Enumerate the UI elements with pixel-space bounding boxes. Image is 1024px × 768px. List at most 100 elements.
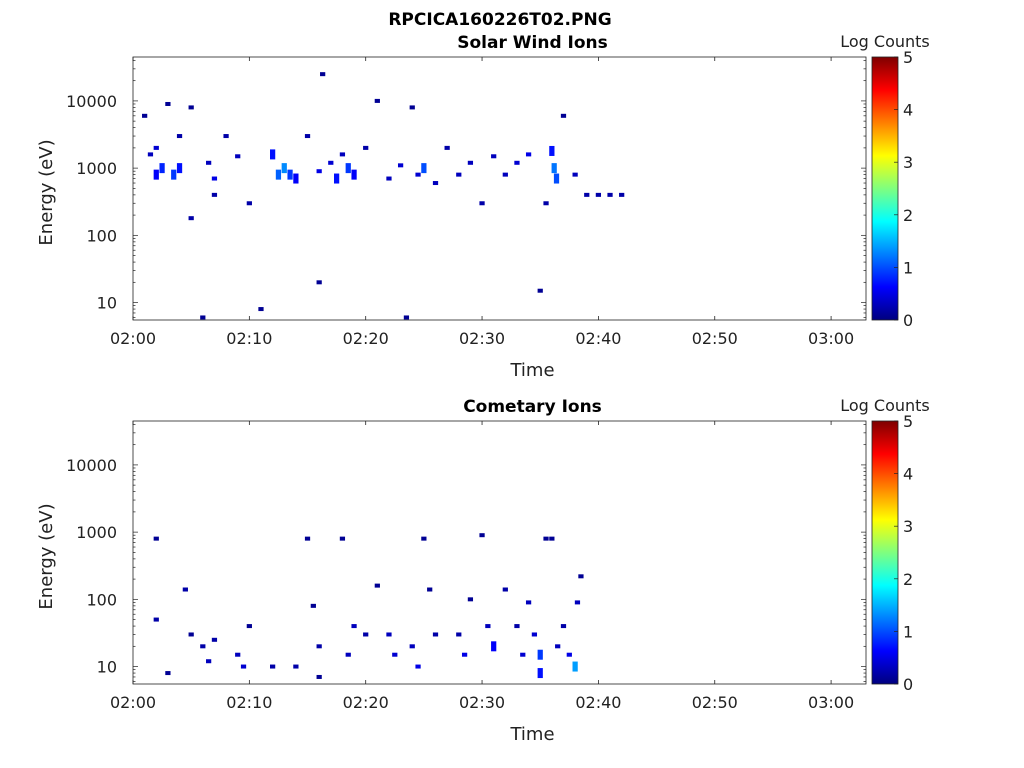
spectrogram-cell	[240, 664, 247, 669]
colorbar	[871, 420, 899, 685]
panel-title: Cometary Ions	[463, 397, 602, 417]
spectrogram-cell	[409, 644, 415, 649]
spectrogram-cell	[549, 145, 555, 156]
spectrogram-cell	[520, 652, 526, 657]
spectrogram-cell	[345, 163, 351, 174]
spectrogram-cell	[555, 644, 561, 649]
colorbar-tick-label: 0	[903, 311, 913, 330]
spectrogram-cell	[182, 587, 188, 592]
spectrogram-cell	[345, 652, 351, 657]
colorbar-label: Log Counts	[840, 32, 930, 51]
spectrogram-cell	[537, 288, 543, 293]
spectrogram-cell	[607, 192, 613, 197]
colorbar-tick-label: 1	[903, 258, 913, 277]
spectrogram-cell	[165, 101, 171, 106]
spectrogram-cell	[153, 145, 159, 150]
y-tick-label: 10000	[66, 456, 117, 475]
spectrogram-cell	[553, 173, 560, 184]
spectrogram-cell	[421, 536, 427, 541]
y-tick-label: 10000	[66, 92, 117, 111]
spectrogram-cell	[223, 134, 229, 139]
y-axis-label: Energy (eV)	[36, 503, 57, 609]
colorbar-tick-label: 0	[903, 675, 913, 694]
spectrogram-cell	[176, 163, 183, 174]
spectrogram-cell	[560, 624, 567, 629]
spectrogram-cell	[206, 659, 212, 664]
spectrogram-cell	[456, 172, 462, 177]
spectrogram-cell	[258, 307, 264, 312]
spectrogram-cell	[537, 668, 543, 679]
spectrogram-cell	[351, 624, 357, 629]
colorbar-tick-label: 4	[903, 465, 913, 484]
colorbar-tick-label: 2	[903, 206, 913, 225]
spectrogram-cell	[235, 154, 241, 159]
y-tick-label: 100	[86, 590, 117, 609]
spectrogram-cell	[502, 587, 508, 592]
spectrogram-cell	[415, 664, 421, 669]
spectrogram-cell	[415, 172, 421, 177]
spectrogram-cell	[153, 169, 159, 180]
spectrogram-cell	[403, 315, 410, 320]
spectrogram-cell	[566, 652, 572, 657]
spectrogram-cell	[200, 644, 206, 649]
spectrogram-cell	[386, 632, 392, 637]
spectrogram-cell	[351, 169, 357, 180]
spectrogram-cell	[293, 173, 299, 184]
spectrogram-cell	[444, 145, 450, 150]
spectrogram-cell	[560, 113, 567, 118]
spectrogram-cell	[456, 632, 462, 637]
spectrogram-cell	[293, 664, 299, 669]
solar-wind-panel: 02:00 02:10 02:20 02:30 02:40 02:50 03:0010100…	[36, 32, 930, 381]
spectrogram-cell	[211, 176, 218, 181]
spectrogram-cell	[574, 600, 581, 605]
spectrogram-cell	[479, 533, 485, 538]
spectrogram-cell	[595, 192, 602, 197]
spectrogram-cell	[409, 105, 415, 110]
spectrogram-cell	[467, 597, 474, 602]
spectrogram-cell	[549, 536, 555, 541]
spectrogram-cell	[363, 632, 369, 637]
colorbar-tick-label: 1	[903, 622, 913, 641]
spectrogram-cell	[287, 169, 293, 180]
spectrogram-cell	[328, 160, 334, 165]
spectrogram-cell	[479, 201, 485, 206]
y-tick-label: 100	[86, 226, 117, 245]
spectrogram-cell	[176, 134, 183, 139]
spectrogram-cell	[514, 160, 520, 165]
spectrogram-cell	[485, 624, 491, 629]
spectrogram-cell	[153, 617, 159, 622]
x-tick-label: 02:30	[459, 693, 505, 712]
colorbar-label: Log Counts	[840, 396, 930, 415]
colorbar	[871, 56, 899, 321]
spectrogram-cell	[374, 98, 380, 103]
spectrogram-cell	[363, 145, 369, 150]
spectrogram-cell	[432, 632, 439, 637]
x-tick-label: 02:10	[226, 329, 272, 348]
y-tick-label: 1000	[76, 159, 117, 178]
spectrogram-cell	[333, 173, 340, 184]
spectrogram-cell	[188, 216, 194, 221]
spectrogram-cell	[427, 587, 433, 592]
colorbar-tick-label: 5	[903, 48, 913, 67]
spectrogram-cell	[275, 169, 282, 180]
spectrogram-cell	[491, 154, 497, 159]
spectrogram-cell	[153, 536, 159, 541]
spectrogram-cell	[304, 134, 311, 139]
x-tick-label: 02:40	[575, 693, 621, 712]
x-tick-label: 02:10	[226, 693, 272, 712]
spectrogram-cells	[153, 533, 584, 679]
colorbar-tick-label: 5	[903, 412, 913, 431]
spectrogram-cell	[281, 163, 287, 174]
y-tick-label: 1000	[76, 523, 117, 542]
spectrogram-cell	[531, 632, 538, 637]
spectrogram-cell	[397, 163, 404, 168]
x-tick-label: 02:20	[343, 329, 389, 348]
spectrogram-cell	[432, 181, 439, 186]
spectrogram-cell	[270, 664, 276, 669]
spectrogram-cell	[316, 644, 322, 649]
spectrogram-cell	[543, 201, 549, 206]
spectrogram-cell	[461, 652, 468, 657]
spectrogram-cell	[339, 152, 346, 157]
plot-area	[132, 420, 867, 685]
